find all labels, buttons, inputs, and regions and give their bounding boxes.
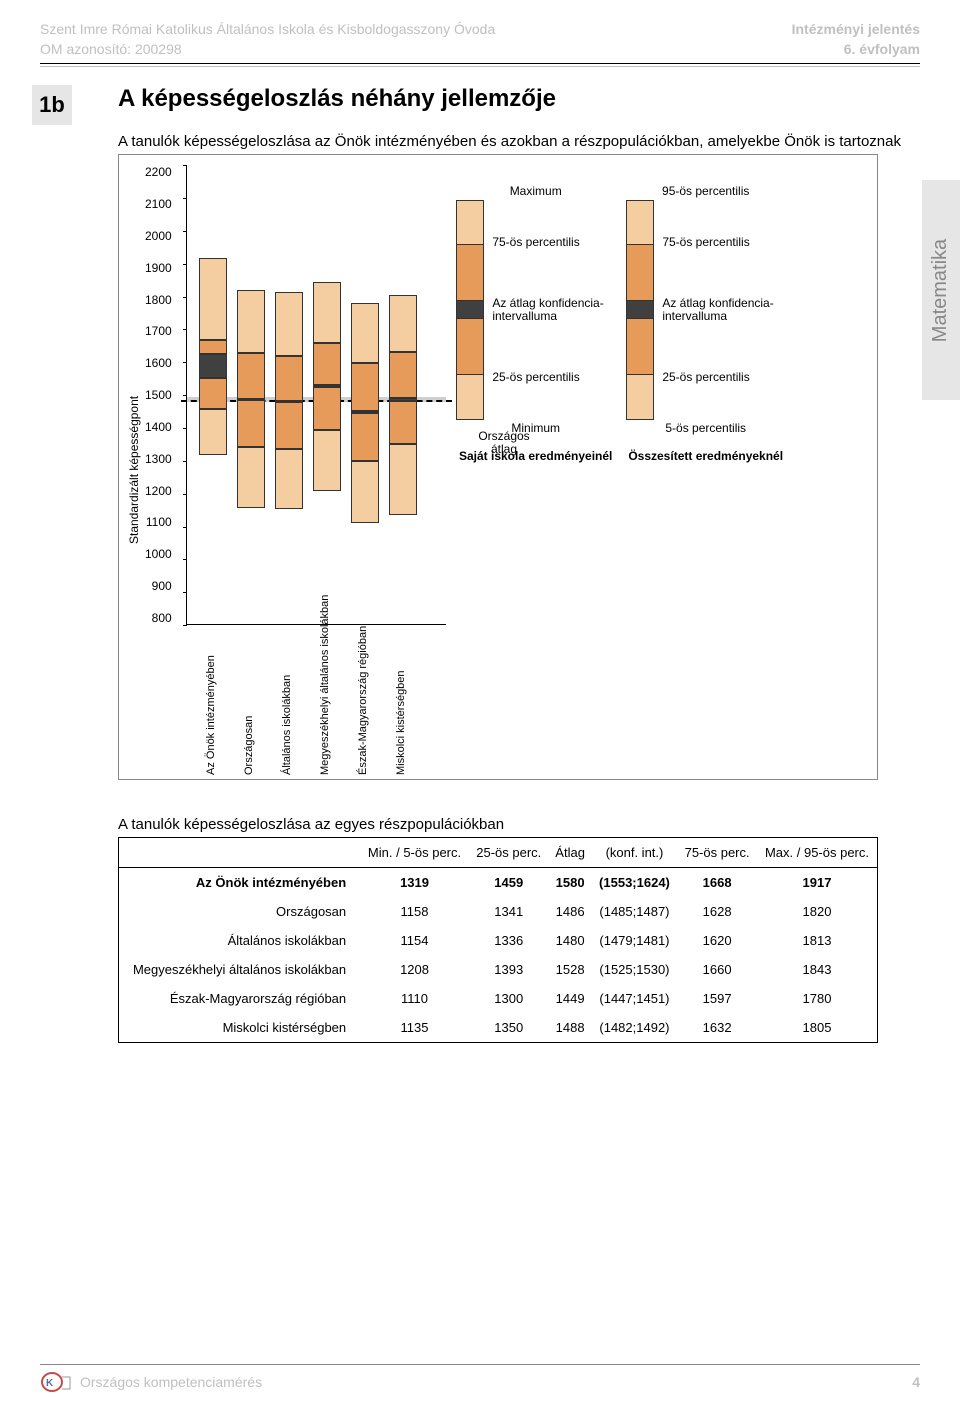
x-label: Miskolci kistérségben [388, 629, 426, 775]
school-name: Szent Imre Római Katolikus Általános Isk… [40, 20, 495, 40]
section-subtitle: A tanulók képességeloszlása az Önök inté… [118, 133, 920, 150]
y-tick: 1000 [145, 547, 172, 561]
y-axis-ticks: 2200 2100 2000 1900 1800 1700 1600 1500 1400 1300… [141, 165, 176, 625]
table-header: Max. / 95-ös perc. [757, 838, 877, 868]
table-header [119, 838, 360, 868]
y-tick: 1300 [145, 452, 172, 466]
chart-legend: Maximum75-ös percentilisAz átlag konfide… [456, 165, 869, 775]
y-tick: 1500 [145, 388, 172, 402]
legend-left: Maximum75-ös percentilisAz átlag konfide… [456, 185, 616, 775]
y-tick: 1700 [145, 324, 172, 338]
table-header: (konf. int.) [592, 838, 678, 868]
table-row: Észak-Magyarország régióban111013001449(… [119, 984, 877, 1013]
legend-right: 95-ös percentilis75-ös percentilisAz átl… [626, 185, 786, 775]
y-tick: 2200 [145, 165, 172, 179]
table-header: 75-ös perc. [677, 838, 757, 868]
x-axis-labels: Az Önök intézményébenOrszágosanÁltalános… [198, 625, 446, 775]
table-header: Átlag [549, 838, 592, 868]
subject-tab: Matematika [922, 180, 960, 400]
y-tick: 800 [145, 611, 172, 625]
table-row: Országosan115813411486(1485;1487)1628182… [119, 897, 877, 926]
y-tick: 1800 [145, 293, 172, 307]
y-tick: 2000 [145, 229, 172, 243]
plot-area [186, 165, 446, 625]
section-number: 1b [32, 85, 72, 125]
x-label: Észak-Magyarország régióban [350, 629, 388, 775]
y-tick: 900 [145, 579, 172, 593]
table-row: Általános iskolákban115413361480(1479;14… [119, 926, 877, 955]
y-tick: 2100 [145, 197, 172, 211]
table-title: A tanulók képességeloszlása az egyes rés… [118, 816, 878, 833]
x-label: Országosan [236, 629, 274, 775]
y-tick: 1900 [145, 261, 172, 275]
x-label: Az Önök intézményében [198, 629, 236, 775]
section-title: A képességeloszlás néhány jellemzője [118, 85, 920, 113]
data-table-section: A tanulók képességeloszlása az egyes rés… [118, 816, 878, 1043]
page-footer: K Országos kompetenciamérés 4 [40, 1364, 920, 1393]
grade: 6. évfolyam [792, 40, 920, 60]
boxplot-chart: Standardizált képességpont 2200 2100 2000 1… [118, 154, 878, 780]
table-row: Miskolci kistérségben113513501488(1482;1… [119, 1013, 877, 1042]
y-tick: 1400 [145, 420, 172, 434]
y-tick: 1200 [145, 484, 172, 498]
table-header: Min. / 5-ös perc. [360, 838, 469, 868]
footer-text: Országos kompetenciamérés [80, 1374, 262, 1390]
om-id: OM azonosító: 200298 [40, 40, 495, 60]
y-tick: 1600 [145, 356, 172, 370]
table-row: Az Önök intézményében131914591580(1553;1… [119, 868, 877, 898]
table-header: 25-ös perc. [469, 838, 549, 868]
report-title: Intézményi jelentés [792, 20, 920, 40]
footer-logo-icon: K [40, 1371, 74, 1393]
x-label: Megyeszékhelyi általános iskolákban [312, 629, 350, 775]
x-label: Általános iskolákban [274, 629, 312, 775]
data-table: Min. / 5-ös perc.25-ös perc.Átlag(konf. … [119, 838, 877, 1042]
svg-text:K: K [46, 1378, 54, 1389]
y-axis-title: Standardizált képességpont [127, 165, 141, 775]
page-header: Szent Imre Római Katolikus Általános Isk… [40, 20, 920, 59]
page-number: 4 [912, 1374, 920, 1390]
table-row: Megyeszékhelyi általános iskolákban12081… [119, 955, 877, 984]
y-tick: 1100 [145, 515, 172, 529]
